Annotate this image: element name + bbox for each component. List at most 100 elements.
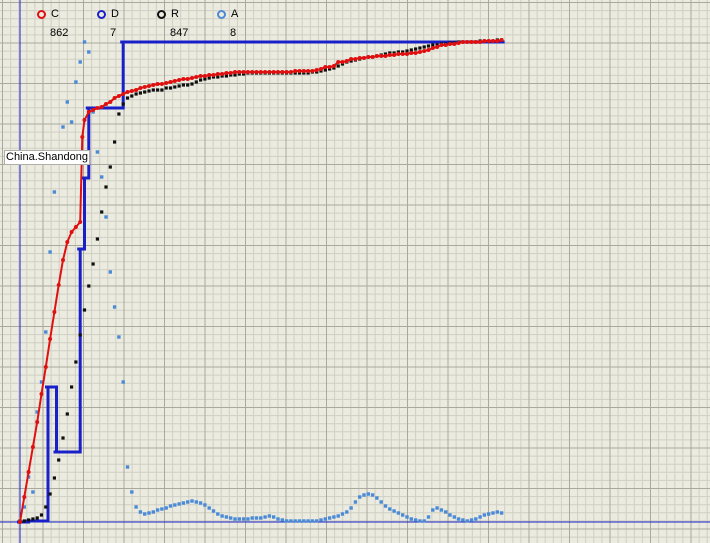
legend-label-d: D	[111, 8, 119, 20]
series-c-point-84	[374, 54, 379, 58]
series-c-point-20	[99, 105, 104, 109]
series-a-point-59	[272, 515, 276, 519]
series-r-point-51	[237, 72, 241, 76]
series-a-point-66	[302, 519, 306, 523]
series-c-point-10	[61, 258, 65, 262]
series-c-point-101	[448, 42, 452, 46]
series-r-point-23	[117, 112, 121, 116]
series-c-point-92	[409, 51, 414, 55]
series-c-point-73	[327, 65, 332, 69]
series-a-point-17	[91, 110, 95, 114]
series-r-point-2	[27, 518, 31, 522]
series-a-point-41	[194, 500, 198, 504]
series-r-point-15	[82, 308, 87, 312]
series-r-point-8	[52, 476, 56, 480]
series-c-point-113	[499, 38, 504, 42]
series-d-line	[20, 40, 502, 524]
series-a-point-32	[155, 508, 160, 512]
series-a-point-26	[130, 490, 134, 494]
series-a-point-99	[444, 510, 448, 514]
series-a-point-88	[396, 511, 401, 515]
legend-item-c[interactable]: C	[37, 8, 59, 20]
series-c-point-75	[336, 60, 341, 64]
series-c-point-2	[26, 470, 31, 474]
series-r-point-29	[143, 90, 147, 94]
series-r-point-96	[431, 43, 435, 47]
series-d-point-17	[79, 247, 86, 251]
series-a-point-35	[168, 504, 173, 508]
series-c-point-107	[473, 40, 478, 44]
series-c-point-91	[405, 52, 409, 56]
series-c-point-95	[422, 49, 427, 53]
series-c-point-108	[478, 40, 483, 44]
series-a-point-34	[164, 506, 168, 510]
series-a-point-20	[104, 215, 108, 219]
series-r-point-31	[151, 88, 155, 92]
legend-marker-r	[157, 9, 166, 19]
series-a-point-51	[237, 517, 241, 521]
series-a-point-90	[405, 515, 409, 519]
series-a-point-16	[87, 50, 91, 54]
series-c-point-94	[417, 50, 422, 54]
series-r-point-92	[414, 47, 418, 51]
series-d-point-26	[111, 106, 118, 110]
series-r-point-25	[125, 96, 130, 100]
series-r-point-14	[78, 333, 82, 337]
series-c-point-69	[310, 69, 315, 73]
legend-value-r: 847	[170, 27, 189, 39]
series-a-point-72	[327, 516, 332, 520]
legend-item-d[interactable]: D	[97, 8, 119, 20]
series-a-point-105	[469, 518, 474, 522]
series-a-point-104	[465, 519, 469, 523]
legend-marker-c	[37, 9, 46, 19]
series-c-point-5	[39, 392, 44, 396]
series-c-point-62	[280, 70, 285, 74]
legend-item-a[interactable]: A	[217, 8, 238, 20]
series-c-point-103	[456, 41, 461, 45]
series-c-point-54	[245, 70, 250, 74]
series-c-point-18	[91, 108, 96, 112]
series-r-point-11	[65, 412, 69, 416]
series-c-point-60	[271, 70, 276, 74]
series-a-point-95	[426, 515, 431, 519]
series-a-point-70	[319, 518, 323, 522]
series-c-point-81	[362, 56, 366, 60]
series-r-point-13	[74, 360, 78, 364]
series-c-point-24	[116, 94, 121, 98]
series-c-point-42	[194, 75, 199, 79]
series-a-point-8	[52, 190, 57, 194]
series-c-point-66	[297, 69, 302, 73]
series-c-point-28	[134, 88, 139, 92]
series-a-point-110	[491, 511, 495, 515]
series-a-point-71	[323, 517, 327, 521]
series-a-point-22	[112, 305, 117, 309]
series-c-point-26	[125, 90, 130, 94]
series-a-point-100	[448, 513, 452, 517]
series-c-point-31	[147, 84, 151, 88]
series-c-point-74	[331, 64, 336, 68]
region-label: China.Shandong	[4, 150, 90, 165]
series-c-point-89	[396, 52, 401, 56]
series-a-point-38	[181, 501, 186, 505]
series-r-point-27	[134, 92, 138, 96]
series-a-point-102	[456, 517, 461, 521]
series-a-point-29	[143, 512, 147, 516]
series-c-point-49	[224, 71, 229, 75]
series-c-point-93	[413, 51, 418, 55]
series-r-point-38	[181, 83, 185, 87]
series-r-point-9	[57, 458, 61, 462]
series-c-point-56	[254, 70, 259, 74]
legend-item-r[interactable]: R	[157, 8, 179, 20]
series-c-point-67	[301, 69, 306, 73]
series-a-point-89	[401, 513, 405, 517]
series-a-point-19	[100, 175, 104, 179]
series-a-point-50	[233, 517, 237, 521]
series-a-point-67	[306, 519, 310, 523]
series-r-point-34	[164, 86, 168, 90]
series-a-point-107	[478, 515, 482, 519]
series-a-point-4	[35, 410, 39, 414]
series-c-point-80	[357, 56, 362, 60]
series-a-point-10	[61, 125, 65, 129]
